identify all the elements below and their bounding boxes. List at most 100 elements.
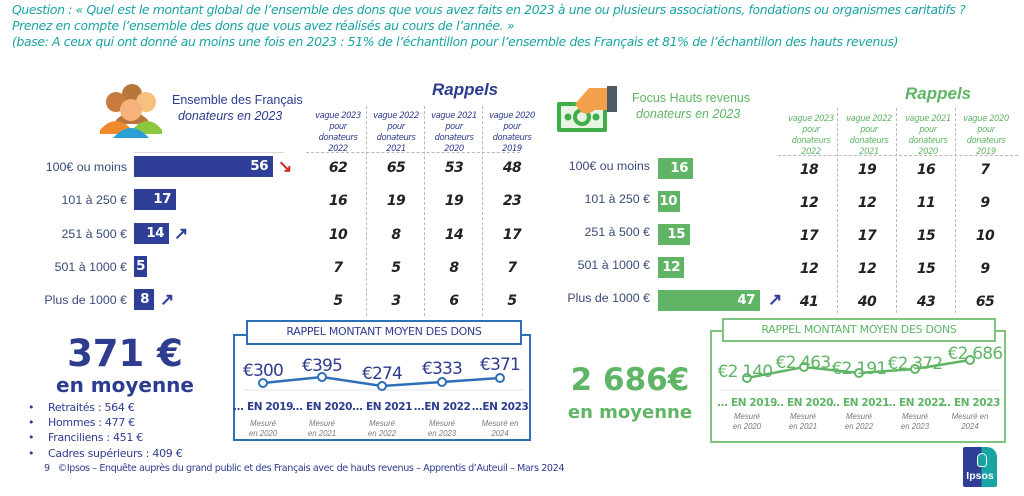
rappel-cell: 7 <box>333 260 343 276</box>
trend-value: €2 686 <box>947 344 1003 364</box>
trend-note: Mesuré en 2022 <box>367 419 397 438</box>
trend-year: ...EN 2023 <box>471 401 529 413</box>
bar-value: 16 <box>658 158 693 179</box>
trend-value: €300 <box>242 361 284 381</box>
left-segment-list: Retraités : 564 € Hommes : 477 € Francil… <box>28 400 183 461</box>
rappel-cell: 9 <box>980 195 990 211</box>
rappel-cell: 17 <box>857 228 877 244</box>
rappel-cell: 41 <box>799 294 819 310</box>
rappel-cell: 12 <box>799 195 819 211</box>
left-bar-divider <box>134 152 284 153</box>
question-line-1: Question : « Quel est le montant global … <box>12 2 966 17</box>
row-label: Plus de 1000 € <box>44 293 127 307</box>
trend-note: Mesuré en 2020 <box>248 419 278 438</box>
question-base: (base: A ceux qui ont donné au moins une… <box>12 34 899 49</box>
right-col-head-3: vague 2021 pour donateurs 2020 <box>905 113 951 156</box>
left-average-label: en moyenne <box>56 373 194 397</box>
rappel-cell: 6 <box>449 293 459 309</box>
trend-note: Mesuré en 2024 <box>951 412 989 431</box>
trend-value: €395 <box>301 356 343 376</box>
left-col-divider <box>482 106 483 316</box>
trend-value: €2 191 <box>831 359 887 379</box>
trend-note: Mesuré en 2021 <box>788 412 818 431</box>
bar-value: 15 <box>658 224 690 245</box>
trend-value: €2 372 <box>887 354 943 374</box>
rappel-cell: 53 <box>444 160 464 176</box>
trend-up-arrow-icon: ↗ <box>768 290 783 309</box>
rappel-cell: 19 <box>857 162 877 178</box>
rappel-cell: 9 <box>980 261 990 277</box>
hand-money-icon <box>557 86 617 132</box>
bar-value: 56 <box>134 156 273 177</box>
row-label: 101 à 250 € <box>61 193 127 207</box>
right-col-divider <box>837 108 838 313</box>
right-average-amount: 2 686€ <box>570 362 690 398</box>
rappel-cell: 3 <box>391 293 401 309</box>
rappel-cell: 62 <box>328 160 348 176</box>
trend-value: €2 463 <box>775 353 831 373</box>
logo-head-icon <box>977 453 987 467</box>
rappel-cell: 7 <box>507 260 517 276</box>
segment-item: Franciliens : 451 € <box>28 430 182 445</box>
right-panel-title: Focus Hauts revenus <box>632 91 751 105</box>
rappel-cell: 8 <box>449 260 459 276</box>
rappel-cell: 17 <box>502 227 522 243</box>
rappel-cell: 15 <box>916 228 936 244</box>
rappel-cell: 40 <box>857 294 877 310</box>
rappel-cell: 7 <box>980 162 990 178</box>
left-col-head-3: vague 2021 pour donateurs 2020 <box>431 110 477 153</box>
left-rappels-title: Rappels <box>432 80 499 99</box>
rappel-cell: 8 <box>391 227 401 243</box>
trend-note: Mesuré en 2023 <box>427 419 457 438</box>
trend-note: Mesuré en 2021 <box>307 419 337 438</box>
left-col-divider <box>424 106 425 316</box>
trend-year: ... EN 2021 <box>351 401 413 413</box>
right-col-head-1: vague 2023 pour donateurs 2022 <box>788 113 834 156</box>
rappel-cell: 19 <box>386 193 406 209</box>
rappel-cell: 12 <box>799 261 819 277</box>
row-label: 251 à 500 € <box>584 225 650 239</box>
rappel-cell: 11 <box>916 195 936 211</box>
rappel-cell: 10 <box>975 228 995 244</box>
trend-year: ... EN 2020 <box>772 397 834 409</box>
rappel-cell: 5 <box>507 293 517 309</box>
bar-value: 12 <box>658 257 684 278</box>
footer-source: 9 ©Ipsos – Enquête auprès du grand publi… <box>44 463 564 474</box>
segment-item: Retraités : 564 € <box>28 400 182 415</box>
people-group-icon <box>100 84 162 138</box>
rappel-cell: 12 <box>857 195 877 211</box>
rappel-cell: 65 <box>386 160 406 176</box>
trend-note: Mesuré en 2022 <box>844 412 874 431</box>
left-col-head-1: vague 2023 pour donateurs 2022 <box>315 110 361 153</box>
bar-value: 5 <box>134 256 147 277</box>
question-line-2: Prenez en compte l’ensemble des dons que… <box>12 18 515 33</box>
rappel-cell: 16 <box>916 162 936 178</box>
trend-note: Mesuré en 2024 <box>481 419 519 438</box>
trend-year: ... EN 2020 <box>291 401 353 413</box>
rappel-cell: 18 <box>799 162 819 178</box>
right-trend-line <box>720 355 1000 391</box>
row-label: 501 à 1000 € <box>577 258 650 272</box>
row-label: 501 à 1000 € <box>54 260 127 274</box>
bar-value: 8 <box>134 289 154 310</box>
right-col-divider <box>896 108 897 313</box>
rappel-cell: 23 <box>502 193 522 209</box>
ipsos-logo: Ipsos <box>963 447 997 487</box>
row-label: 251 à 500 € <box>61 227 127 241</box>
segment-item: Cadres supérieurs : 409 € <box>28 446 183 461</box>
bar-value: 10 <box>658 191 680 212</box>
trend-value: €371 <box>479 355 521 375</box>
right-trend-title: RAPPEL MONTANT MOYEN DES DONS <box>722 318 996 342</box>
trend-year: ... EN 2023 <box>939 397 1001 409</box>
row-label: 100€ ou moins <box>568 159 650 173</box>
rappel-cell: 16 <box>328 193 348 209</box>
trend-up-arrow-icon: ↗ <box>160 290 175 309</box>
left-col-divider <box>366 106 367 316</box>
rappel-cell: 5 <box>333 293 343 309</box>
page-number: 9 <box>44 463 50 474</box>
trend-note: Mesuré en 2020 <box>732 412 762 431</box>
left-trend-title: RAPPEL MONTANT MOYEN DES DONS <box>246 320 522 345</box>
right-col-head-2: vague 2022 pour donateurs 2021 <box>846 113 892 156</box>
rappel-cell: 15 <box>916 261 936 277</box>
right-header-divider <box>778 155 1018 156</box>
